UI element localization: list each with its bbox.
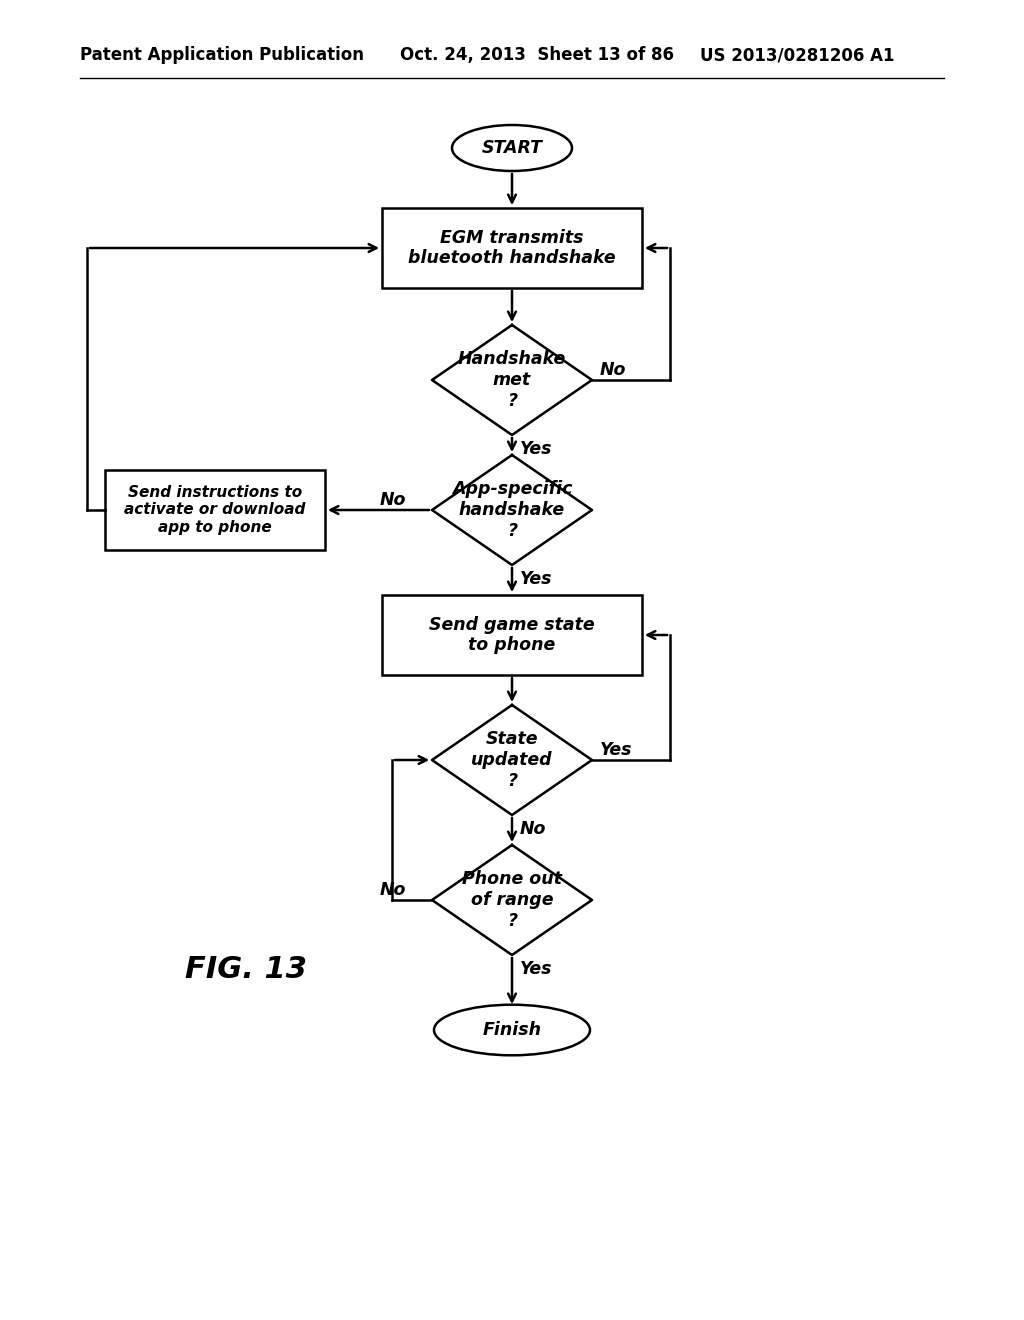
Text: Patent Application Publication: Patent Application Publication — [80, 46, 364, 63]
Bar — [382, 209, 642, 288]
Text: No: No — [380, 880, 407, 899]
Bar — [105, 470, 325, 550]
Text: No: No — [600, 360, 627, 379]
Text: Yes: Yes — [520, 440, 553, 458]
Text: START: START — [481, 139, 543, 157]
Text: Finish: Finish — [482, 1020, 542, 1039]
Text: FIG. 13: FIG. 13 — [185, 956, 307, 985]
Text: Yes: Yes — [520, 960, 553, 978]
Text: Send instructions to
activate or download
app to phone: Send instructions to activate or downloa… — [124, 486, 306, 535]
Text: Send game state
to phone: Send game state to phone — [429, 615, 595, 655]
Text: Yes: Yes — [520, 570, 553, 587]
Text: Phone out
of range
?: Phone out of range ? — [462, 870, 562, 929]
Text: No: No — [520, 820, 547, 838]
Text: US 2013/0281206 A1: US 2013/0281206 A1 — [700, 46, 895, 63]
Text: State
updated
?: State updated ? — [471, 730, 553, 789]
Text: Yes: Yes — [600, 741, 633, 759]
Text: Handshake
met
?: Handshake met ? — [458, 350, 566, 409]
Text: EGM transmits
bluetooth handshake: EGM transmits bluetooth handshake — [409, 228, 615, 268]
Text: Oct. 24, 2013  Sheet 13 of 86: Oct. 24, 2013 Sheet 13 of 86 — [400, 46, 674, 63]
Text: No: No — [380, 491, 407, 510]
Text: App-specific
handshake
?: App-specific handshake ? — [452, 480, 572, 540]
Bar — [382, 595, 642, 675]
